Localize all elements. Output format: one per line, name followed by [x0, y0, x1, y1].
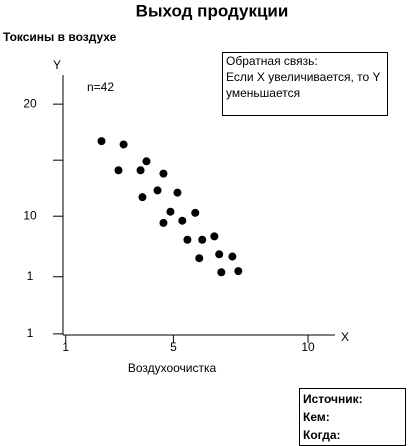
x-axis-letter: X — [341, 330, 349, 344]
source-label: Кем: — [303, 410, 330, 424]
point — [198, 235, 207, 244]
point — [217, 268, 226, 277]
point — [215, 250, 224, 259]
point — [191, 208, 200, 217]
point — [119, 140, 128, 149]
point — [166, 207, 175, 216]
note-title: Обратная связь: — [226, 54, 318, 68]
point — [210, 232, 219, 241]
note-box: Обратная связь: Если X увеличивается, то… — [222, 52, 388, 116]
x-tick-label: 1 — [62, 340, 69, 354]
point — [195, 254, 204, 263]
point — [234, 267, 243, 276]
y-tick-label: 10 — [23, 208, 37, 222]
point — [142, 157, 151, 166]
y-tick-label: 1 — [27, 269, 34, 283]
x-tick-label: 10 — [301, 340, 315, 354]
point — [159, 169, 168, 178]
sample-size: n=42 — [87, 80, 114, 94]
y-tick-label: 1 — [27, 326, 34, 340]
point — [173, 188, 182, 197]
point — [136, 166, 145, 175]
point — [153, 186, 162, 195]
point — [159, 218, 168, 227]
source-label: Источник: — [303, 392, 363, 406]
y-axis-letter: Y — [53, 58, 61, 72]
x-tick-label: 5 — [170, 340, 177, 354]
point — [114, 166, 123, 175]
y-axis-title: Токсины в воздухе — [3, 30, 117, 44]
x-axis-title: Воздухоочистка — [128, 361, 217, 375]
source-box: Источник: Кем: Когда: — [299, 388, 406, 446]
point — [97, 137, 106, 146]
point — [138, 193, 147, 202]
note-text: Если X увеличивается, то Y уменьшается — [226, 70, 381, 100]
point — [228, 252, 237, 261]
point — [183, 235, 192, 244]
chart-title: Выход продукции — [136, 1, 289, 20]
y-tick-label: 20 — [23, 96, 37, 110]
source-label: Когда: — [303, 428, 341, 442]
point — [178, 216, 187, 225]
